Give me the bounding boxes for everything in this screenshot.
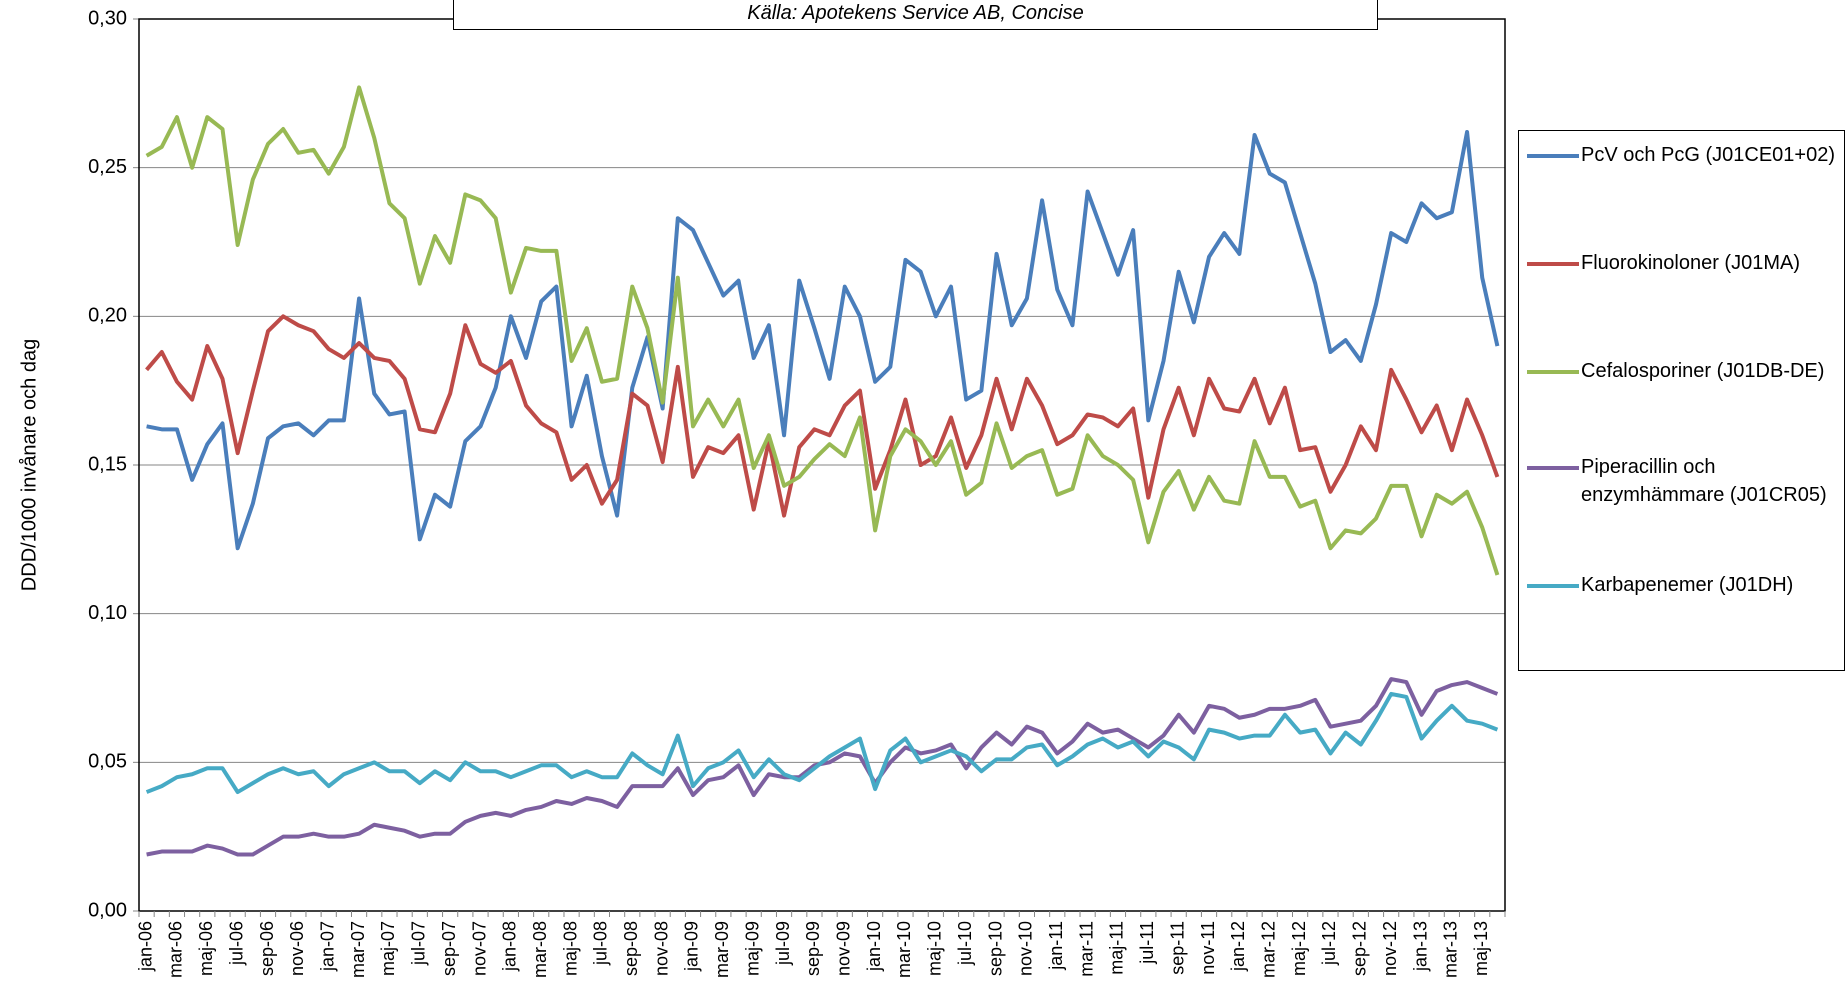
series-line (145, 691, 1499, 795)
x-tick-label: maj-13 (1471, 921, 1491, 976)
legend-swatch (1527, 466, 1579, 470)
y-tick-label: 0,30 (88, 7, 127, 29)
x-tick-label: sep-10 (985, 921, 1005, 976)
y-tick-label: 0,25 (88, 156, 127, 178)
x-tick-label: maj-12 (1289, 921, 1309, 976)
x-tick-label: mar-11 (1076, 921, 1096, 977)
x-tick-label: nov-11 (1198, 921, 1218, 975)
x-tick-label: jan-13 (1410, 921, 1430, 972)
x-tick-label: jul-08 (591, 921, 611, 966)
x-tick-label: nov-07 (469, 921, 489, 976)
x-tick-label: jul-10 (955, 921, 975, 966)
legend-entry: Cefalosporiner (J01DB-DE) (1527, 357, 1837, 385)
x-tick-label: sep-09 (803, 921, 823, 976)
legend-label: Fluorokinoloner (J01MA) (1581, 252, 1800, 274)
x-tick-label: jul-09 (773, 921, 793, 966)
y-tick-label: 0,10 (88, 602, 127, 624)
x-tick-label: nov-10 (1016, 921, 1036, 976)
x-tick-label: mar-13 (1441, 921, 1461, 978)
x-tick-label: mar-08 (530, 921, 550, 978)
legend-entry: Karbapenemer (J01DH) (1527, 571, 1837, 599)
legend-swatch (1527, 154, 1579, 158)
x-tick-label: maj-06 (196, 921, 216, 976)
x-tick-label: sep-08 (621, 921, 641, 976)
legend-swatch (1527, 262, 1579, 266)
legend-label: PcV och PcG (J01CE01+02) (1581, 144, 1836, 166)
x-tick-label: nov-06 (287, 921, 307, 976)
series-line (146, 129, 1500, 551)
x-tick-label: jan-12 (1228, 921, 1248, 972)
x-tick-label: nov-09 (834, 921, 854, 976)
legend-swatch (1527, 584, 1579, 588)
source-note: Källa: Apotekens Service AB, Concise (453, 0, 1378, 30)
x-tick-label: mar-07 (348, 921, 368, 978)
legend-entry: PcV och PcG (J01CE01+02) (1527, 141, 1837, 169)
y-tick-label: 0,15 (88, 453, 127, 475)
x-tick-label: maj-08 (560, 921, 580, 976)
legend-label: Cefalosporiner (J01DB-DE) (1581, 360, 1825, 382)
y-tick-label: 0,20 (88, 305, 127, 327)
x-tick-label: sep-11 (1167, 921, 1187, 975)
legend-entry: Fluorokinoloner (J01MA) (1527, 249, 1837, 277)
series-line (146, 677, 1499, 857)
x-tick-label: sep-12 (1350, 921, 1370, 976)
x-tick-label: mar-10 (894, 921, 914, 978)
x-tick-label: jan-06 (135, 921, 155, 972)
x-tick-label: jan-10 (864, 921, 884, 972)
x-tick-label: mar-12 (1258, 921, 1278, 978)
x-tick-label: maj-07 (378, 921, 398, 976)
x-tick-label: maj-09 (742, 921, 762, 976)
legend-label: Piperacillin och enzymhämmare (J01CR05) (1581, 456, 1827, 506)
y-axis-label: DDD/1000 invånare och dag (18, 339, 40, 591)
x-tick-label: jul-12 (1319, 921, 1339, 966)
x-tick-label: jan-09 (682, 921, 702, 972)
legend-entry: Piperacillin och enzymhämmare (J01CR05) (1527, 453, 1837, 509)
series-line (145, 314, 1500, 518)
y-tick-label: 0,00 (88, 899, 127, 921)
x-tick-label: jan-11 (1046, 921, 1066, 971)
legend: PcV och PcG (J01CE01+02) Fluorokinoloner … (1518, 130, 1845, 671)
series-line (145, 85, 1500, 576)
x-tick-label: nov-08 (651, 921, 671, 976)
x-tick-label: sep-07 (439, 921, 459, 976)
x-tick-label: mar-06 (166, 921, 186, 978)
legend-label: Karbapenemer (J01DH) (1581, 574, 1794, 596)
legend-swatch (1527, 370, 1579, 374)
x-tick-label: jan-07 (317, 921, 337, 972)
x-tick-label: nov-12 (1380, 921, 1400, 976)
x-tick-label: sep-06 (257, 921, 277, 976)
x-tick-label: jul-07 (409, 921, 429, 966)
x-tick-label: maj-11 (1107, 921, 1127, 975)
x-tick-label: jul-11 (1137, 921, 1157, 965)
x-tick-label: mar-09 (712, 921, 732, 978)
y-tick-label: 0,05 (88, 751, 127, 773)
x-tick-label: jul-06 (226, 921, 246, 966)
x-tick-label: maj-10 (925, 921, 945, 976)
x-tick-label: jan-08 (500, 921, 520, 972)
